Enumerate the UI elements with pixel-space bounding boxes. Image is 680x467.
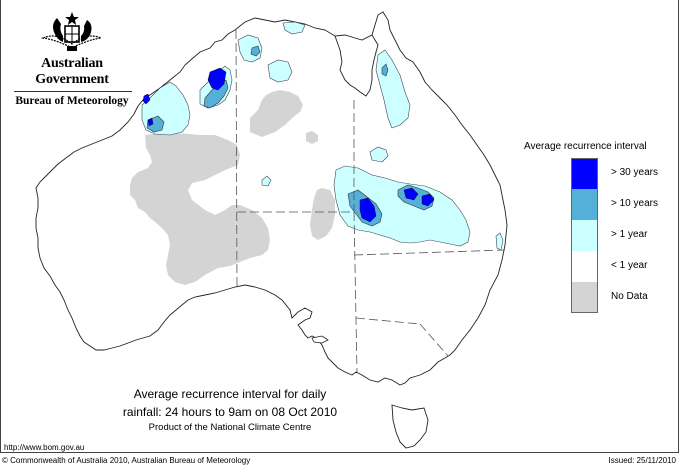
legend-label: > 1 year — [611, 229, 648, 240]
legend-label: > 10 years — [611, 198, 658, 209]
logo-divider — [14, 91, 132, 92]
australia-map — [35, 11, 508, 449]
legend: Average recurrence interval > 30 years >… — [524, 141, 674, 313]
no-data-regions — [130, 90, 335, 285]
legend-label: < 1 year — [611, 260, 648, 271]
gulf-of-carpentaria — [334, 34, 379, 97]
caption-product: Product of the National Climate Centre — [148, 422, 312, 433]
copyright-text: © Commonwealth of Australia 2010, Austra… — [2, 456, 251, 465]
agency-name: Australian Government — [35, 56, 109, 87]
legend-label: No Data — [611, 291, 648, 302]
gt30-regions — [142, 67, 435, 223]
kangaroo-island — [311, 335, 329, 344]
issued-date: Issued: 25/11/2010 — [608, 456, 676, 465]
coat-of-arms-icon — [40, 12, 104, 51]
tasmania — [391, 404, 429, 449]
legend-swatch — [571, 220, 598, 251]
legend-swatch — [571, 158, 598, 189]
map-caption: Average recurrence interval for daily ra… — [100, 385, 360, 434]
legend-swatch — [571, 251, 598, 282]
caption-title-line1: Average recurrence interval for daily — [133, 387, 327, 401]
legend-swatch — [571, 189, 598, 220]
bureau-name: Bureau of Meteorology — [15, 95, 129, 107]
caption-title-line2: rainfall: 24 hours to 9am on 08 Oct 2010 — [122, 405, 338, 419]
bom-url-link[interactable]: http://www.bom.gov.au — [4, 443, 85, 452]
agency-logo: Australian Government Bureau of Meteorol… — [8, 10, 136, 107]
legend-swatch — [571, 282, 598, 313]
legend-label: > 30 years — [611, 167, 658, 178]
legend-title: Average recurrence interval — [524, 141, 647, 152]
state-borders — [235, 29, 506, 373]
